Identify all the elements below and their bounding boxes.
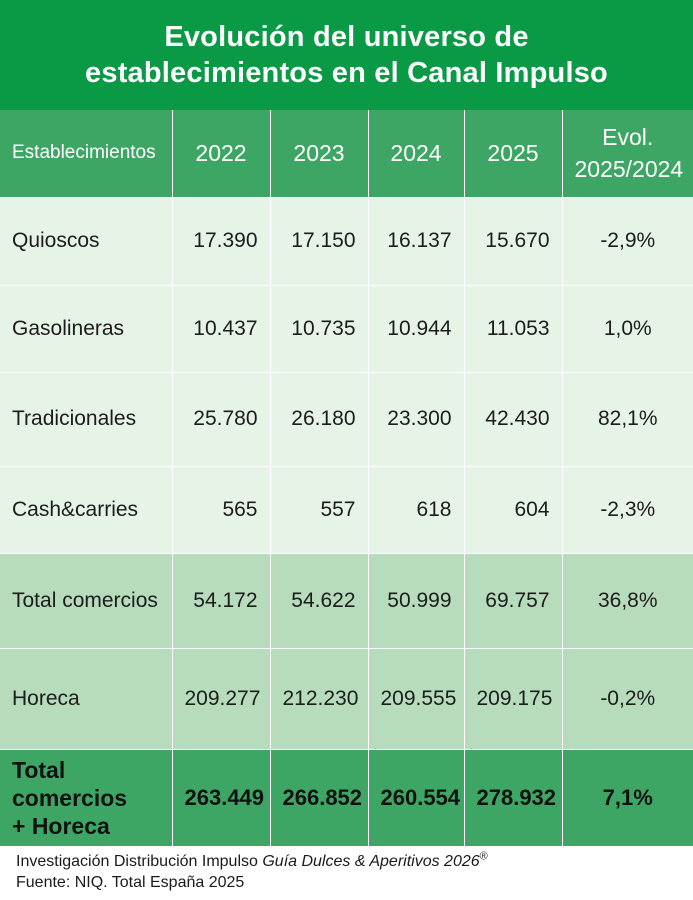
column-header-2023: 2023 [270, 110, 369, 198]
row-label: Horeca [0, 648, 173, 750]
cell-2025: 42.430 [464, 372, 563, 467]
table-row: Quioscos 17.390 17.150 16.137 15.670 -2,… [0, 197, 693, 286]
cell-2023: 10.735 [270, 285, 369, 373]
cell-evol: -2,9% [562, 197, 693, 286]
row-label: Gasolineras [0, 285, 173, 373]
source-footer: Investigación Distribución Impulso Guía … [16, 851, 488, 893]
column-header-establecimientos: Establecimientos [0, 110, 173, 198]
cell-evol: 1,0% [562, 285, 693, 373]
cell-evol: -0,2% [562, 648, 693, 750]
evol-header-line-2: 2025/2024 [574, 156, 684, 183]
column-header-evol: Evol. 2025/2024 [562, 110, 693, 198]
cell-2023: 212.230 [270, 648, 369, 750]
cell-2024: 50.999 [368, 553, 465, 649]
footer-line-1: Investigación Distribución Impulso Guía … [16, 851, 488, 872]
total-label-line-2: + Horeca [12, 812, 110, 839]
cell-2025: 209.175 [464, 648, 563, 750]
registered-mark: ® [479, 850, 488, 863]
cell-2024: 23.300 [368, 372, 465, 467]
cell-2023: 17.150 [270, 197, 369, 286]
cell-2024: 618 [368, 466, 465, 554]
row-label: Tradicionales [0, 372, 173, 467]
total-label-line-1: Total comercios [12, 756, 128, 811]
total-cell-2025: 278.932 [464, 749, 563, 847]
total-cell-2023: 266.852 [270, 749, 369, 847]
row-label: Quioscos [0, 197, 173, 286]
cell-2023: 557 [270, 466, 369, 554]
cell-2022: 565 [172, 466, 271, 554]
total-row-label: Total comercios + Horeca [0, 749, 173, 847]
cell-2025: 15.670 [464, 197, 563, 286]
cell-2022: 10.437 [172, 285, 271, 373]
cell-2025: 11.053 [464, 285, 563, 373]
title-banner: Evolución del universo de establecimient… [0, 0, 693, 110]
cell-2022: 25.780 [172, 372, 271, 467]
title-line-2: establecimientos en el Canal Impulso [85, 57, 608, 89]
cell-2023: 26.180 [270, 372, 369, 467]
column-header-2025: 2025 [464, 110, 563, 198]
cell-2024: 10.944 [368, 285, 465, 373]
footer-prefix: Investigación Distribución Impulso [16, 853, 263, 870]
column-header-2024: 2024 [368, 110, 465, 198]
table-row: Total comercios 54.172 54.622 50.999 69.… [0, 553, 693, 649]
cell-2024: 209.555 [368, 648, 465, 750]
cell-2025: 604 [464, 466, 563, 554]
footer-line-2: Fuente: NIQ. Total España 2025 [16, 874, 245, 891]
cell-evol: 36,8% [562, 553, 693, 649]
cell-2022: 209.277 [172, 648, 271, 750]
table-header-row: Establecimientos 2022 2023 2024 2025 Evo… [0, 110, 693, 198]
cell-evol: -2,3% [562, 466, 693, 554]
cell-2022: 17.390 [172, 197, 271, 286]
cell-2022: 54.172 [172, 553, 271, 649]
row-label: Cash&carries [0, 466, 173, 554]
table-total-row: Total comercios + Horeca 263.449 266.852… [0, 749, 693, 847]
table-row: Horeca 209.277 212.230 209.555 209.175 -… [0, 648, 693, 750]
table-row: Cash&carries 565 557 618 604 -2,3% [0, 466, 693, 554]
title-line-1: Evolución del universo de [164, 21, 529, 53]
column-header-2022: 2022 [172, 110, 271, 198]
table-row: Tradicionales 25.780 26.180 23.300 42.43… [0, 372, 693, 467]
total-cell-2022: 263.449 [172, 749, 271, 847]
cell-2025: 69.757 [464, 553, 563, 649]
cell-2023: 54.622 [270, 553, 369, 649]
evol-header-line-1: Evol. [602, 124, 654, 151]
total-cell-2024: 260.554 [368, 749, 465, 847]
total-cell-evol: 7,1% [562, 749, 693, 847]
table-row: Gasolineras 10.437 10.735 10.944 11.053 … [0, 285, 693, 373]
cell-2024: 16.137 [368, 197, 465, 286]
cell-evol: 82,1% [562, 372, 693, 467]
row-label: Total comercios [0, 553, 173, 649]
footer-publication: Guía Dulces & Aperitivos 2026 [262, 853, 480, 870]
establishments-table: Establecimientos 2022 2023 2024 2025 Evo… [0, 110, 693, 847]
